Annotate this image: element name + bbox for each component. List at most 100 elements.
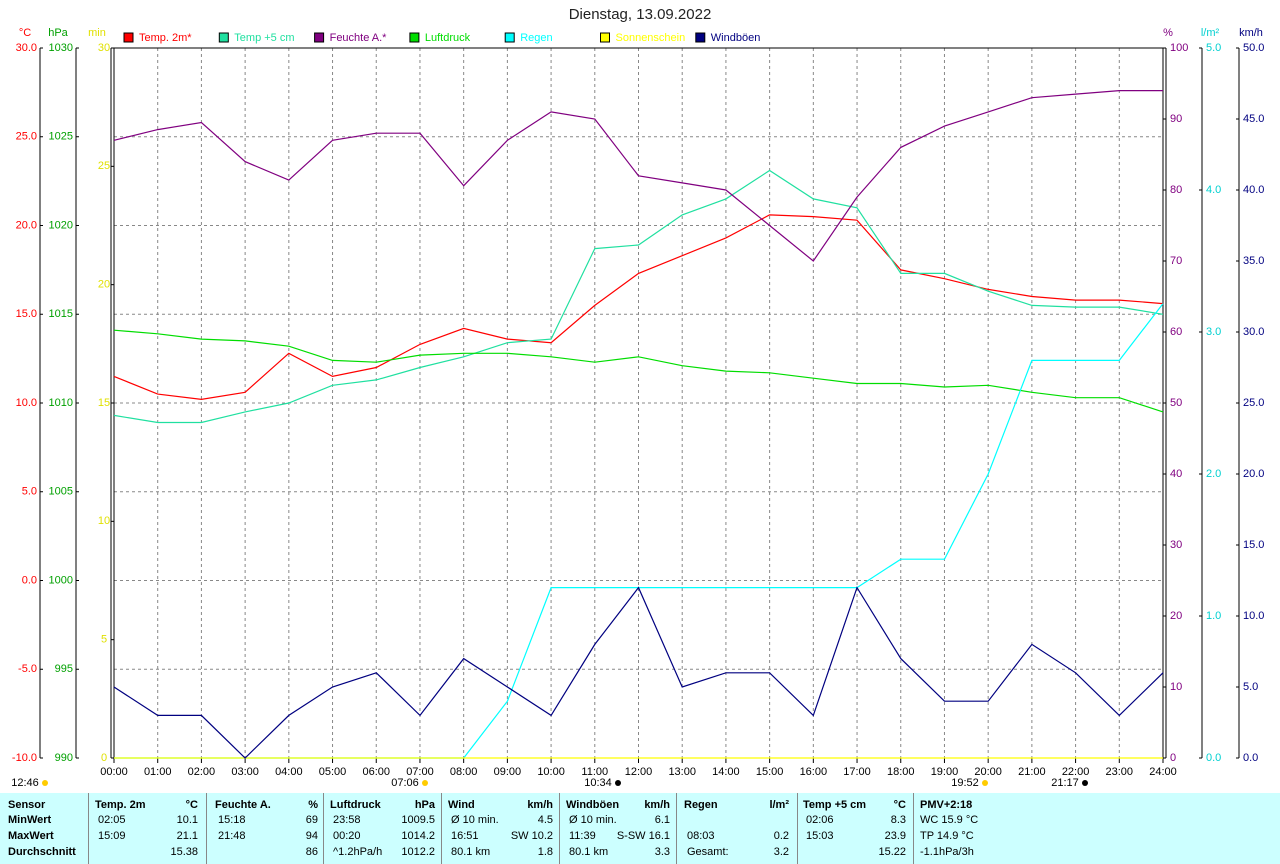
axis-unit: km/h [1239, 27, 1263, 39]
y-tick-label: 20.0 [16, 219, 37, 231]
y-tick-label: 3.0 [1206, 326, 1221, 338]
legend-label: Temp +5 cm [234, 32, 294, 44]
y-tick-label: -10.0 [12, 752, 37, 764]
column-unit: °C [185, 799, 198, 811]
legend-label: Sonnenschein [616, 32, 686, 44]
y-tick-label: 30.0 [16, 42, 37, 54]
axis-unit: % [1163, 27, 1173, 39]
y-tick-label: 10 [98, 515, 110, 527]
legend-swatch [123, 32, 134, 43]
legend-swatch [409, 32, 420, 43]
legend-swatch [504, 32, 515, 43]
cell: 16:51 [451, 830, 479, 842]
chart-title: Dienstag, 13.09.2022 [569, 6, 712, 23]
y-tick-label: 0 [1170, 752, 1176, 764]
x-tick-label: 04:00 [275, 766, 303, 778]
time-marker: 21:17 [1051, 777, 1079, 789]
cell: 15:18 [218, 814, 246, 826]
cell: 4.5 [537, 814, 553, 826]
cell: -1.1hPa/3h [920, 846, 974, 858]
cell: 86 [305, 846, 318, 858]
x-tick-label: 22:00 [1062, 766, 1090, 778]
y-tick-label: 10.0 [16, 397, 37, 409]
separator [797, 793, 798, 864]
legend-label: Regen [520, 32, 552, 44]
cell: 15.38 [170, 846, 198, 858]
chart: Dienstag, 13.09.2022 00:00 01:00 02:00 03:0… [11, 6, 1264, 789]
axis-unit: hPa [48, 27, 68, 39]
y-tick-label: 1030 [49, 42, 73, 54]
x-tick-label: 18:00 [887, 766, 915, 778]
column-unit: hPa [414, 799, 435, 811]
legend-label: Temp. 2m* [139, 32, 192, 44]
row-label: Durchschnitt [8, 846, 76, 858]
column-unit: km/h [644, 799, 670, 811]
row-label: MinWert [8, 814, 52, 826]
column-title: Luftdruck [330, 799, 381, 811]
cell: 80.1 km [451, 846, 491, 858]
cell: 00:20 [333, 830, 361, 842]
cell: 80.1 km [569, 846, 609, 858]
cell: ^1.2hPa/h [333, 846, 383, 858]
y-tick-label: 40 [1170, 468, 1182, 480]
cell: 69 [305, 814, 318, 826]
x-tick-label: 09:00 [494, 766, 522, 778]
separator [559, 793, 560, 864]
cell: 08:03 [687, 830, 715, 842]
column-unit: l/m² [769, 799, 789, 811]
y-tick-label: 25.0 [1243, 397, 1264, 409]
column-title: Temp +5 cm [803, 799, 867, 811]
time-marker: 07:06 [391, 777, 419, 789]
column-title: Windböen [566, 799, 620, 811]
x-tick-label: 00:00 [100, 766, 128, 778]
y-tick-label: 5.0 [22, 486, 37, 498]
cell: 21:48 [218, 830, 246, 842]
cell: 23.9 [884, 830, 906, 842]
legend-swatch [218, 32, 229, 43]
series-line [113, 169, 1164, 424]
y-tick-label: 35.0 [1243, 255, 1264, 267]
y-tick-label: 20.0 [1243, 468, 1264, 480]
y-tick-label: 30.0 [1243, 326, 1264, 338]
x-tick-label: 19:00 [931, 766, 959, 778]
marker-icon [1082, 780, 1088, 786]
column-title: Feuchte A. [215, 799, 271, 811]
y-tick-label: 5.0 [1206, 42, 1221, 54]
series-line [113, 214, 1164, 401]
y-tick-label: 0 [101, 752, 107, 764]
x-tick-label: 20:00 [974, 766, 1002, 778]
cell: Gesamt: [687, 846, 729, 858]
x-tick-label: 11:00 [581, 766, 608, 778]
row-label: MaxWert [8, 830, 54, 842]
y-tick-label: 25.0 [16, 131, 37, 143]
marker-icon [982, 780, 988, 786]
marker-icon [422, 780, 428, 786]
y-tick-label: 10 [1170, 681, 1182, 693]
legend-label: Luftdruck [425, 32, 471, 44]
cell: 21.1 [176, 830, 198, 842]
x-tick-label: 17:00 [843, 766, 871, 778]
cell: 1014.2 [401, 830, 435, 842]
x-tick-label: 16:00 [800, 766, 828, 778]
y-tick-label: 1020 [49, 219, 73, 231]
cell: 15:09 [98, 830, 126, 842]
cell: 3.3 [654, 846, 670, 858]
y-tick-label: 0.0 [1243, 752, 1258, 764]
cell: 3.2 [773, 846, 789, 858]
y-tick-label: 70 [1170, 255, 1182, 267]
y-tick-label: 20 [98, 279, 110, 291]
summary-table: Sensor MinWert MaxWert Durchschnitt Temp. 2m… [0, 793, 1280, 864]
column-title: Temp. 2m [95, 799, 146, 811]
x-tick-label: 06:00 [362, 766, 390, 778]
cell: 8.3 [890, 814, 906, 826]
y-tick-label: 50.0 [1243, 42, 1264, 54]
x-tick-label: 21:00 [1018, 766, 1046, 778]
x-tick-label: 10:00 [537, 766, 565, 778]
y-tick-label: 30 [1170, 539, 1182, 551]
cell: 15.22 [878, 846, 906, 858]
cell: Ø 10 min. [451, 814, 499, 826]
y-tick-label: 990 [55, 752, 73, 764]
y-tick-label: 60 [1170, 326, 1182, 338]
series-line [113, 586, 1164, 759]
y-tick-label: 40.0 [1243, 184, 1264, 196]
